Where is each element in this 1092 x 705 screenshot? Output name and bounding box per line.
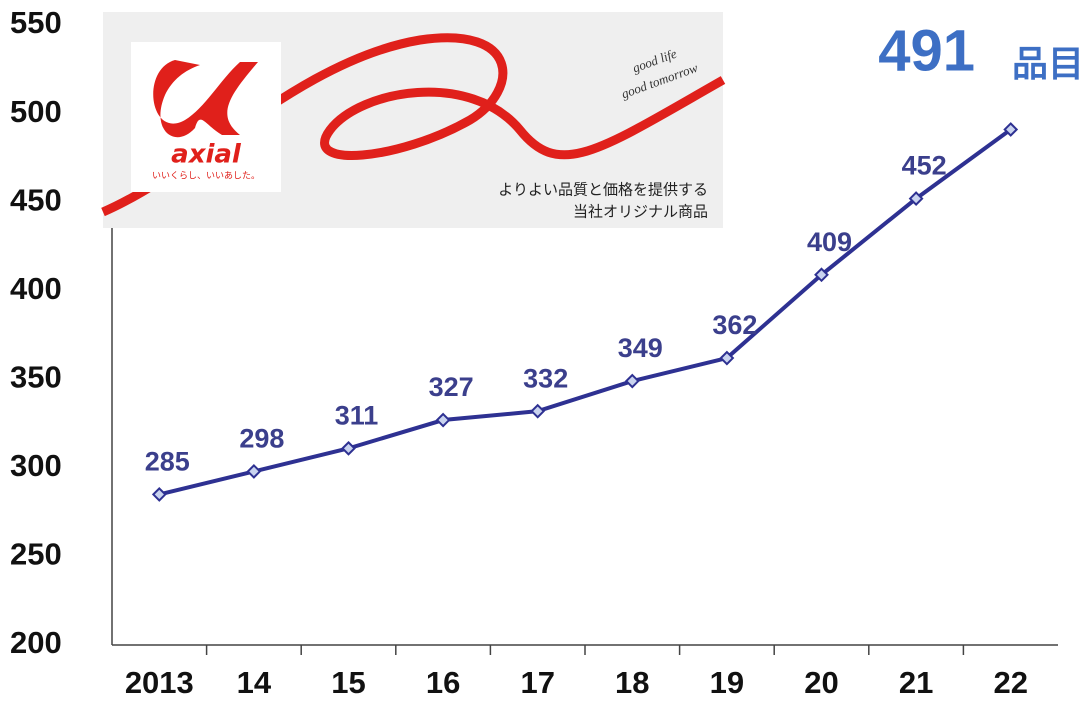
y-tick-label: 250 [10, 537, 62, 572]
marker [341, 440, 356, 456]
marker [151, 487, 167, 502]
x-tick-label: 19 [710, 665, 744, 700]
marker [624, 373, 640, 389]
total-value: 491 [878, 18, 975, 83]
line [158, 127, 1012, 497]
x-tick-label: 22 [993, 665, 1027, 700]
marker [530, 403, 546, 419]
value-label: 409 [807, 227, 852, 257]
brand: axial [171, 140, 242, 170]
caption: 当社オリジナル商品 [573, 203, 708, 221]
ribbon [101, 33, 726, 217]
value-label: 327 [429, 372, 474, 402]
y-tick-label: 350 [10, 359, 62, 394]
x-tick-label: 16 [426, 665, 460, 700]
marker [719, 350, 735, 366]
x-tick-label: 18 [615, 665, 649, 700]
marker [908, 191, 924, 207]
x-tick-label: 20 [804, 665, 838, 700]
value-label: 332 [523, 363, 568, 393]
value-label: 298 [239, 424, 284, 454]
y-tick-label: 400 [10, 271, 62, 306]
slogan: いいくらし、いいあした。 [152, 171, 260, 182]
y-tick-label: 550 [10, 5, 62, 40]
marker [246, 463, 262, 479]
marker [814, 267, 829, 283]
x-tick-label: 2013 [125, 665, 194, 700]
y-tick-label: 300 [10, 448, 62, 483]
y-tick-label: 200 [10, 625, 62, 660]
x-tick-label: 15 [331, 665, 365, 700]
value-label: 311 [335, 400, 379, 430]
x-tick-label: 14 [237, 665, 272, 700]
y-tick-label: 450 [10, 182, 62, 217]
total-unit: 品目 [1012, 44, 1084, 85]
value-label: 452 [902, 151, 947, 181]
x-tick-label: 17 [520, 665, 554, 700]
marker [435, 412, 451, 428]
caption: よりよい品質と価格を提供する [498, 181, 708, 199]
x-tick-label: 21 [899, 665, 933, 700]
value-label: 362 [712, 310, 757, 340]
banner: axial いいくらし、いいあした。 good life good tomorr… [101, 12, 726, 228]
y-tick-label: 500 [10, 94, 62, 129]
value-label: 285 [145, 447, 190, 477]
value-label: 349 [618, 333, 663, 363]
logo-mark [153, 60, 258, 138]
marker [1003, 122, 1019, 137]
